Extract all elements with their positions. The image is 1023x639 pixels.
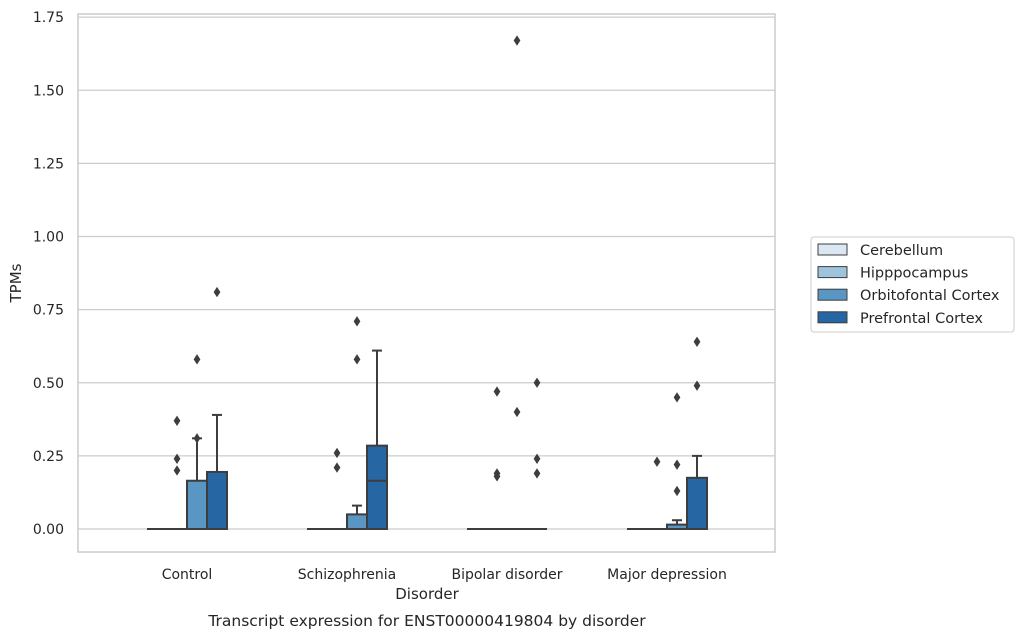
outlier-point <box>173 465 181 476</box>
x-axis-ticks: Control Schizophrenia Bipolar disorder Majo… <box>162 567 727 583</box>
legend-items: Cerebellum Hipppocampus Orbitofontal Corte… <box>817 243 1000 327</box>
legend-label: Orbitofontal Cortex <box>860 288 1000 304</box>
box-prefrontal-cortex <box>366 349 388 531</box>
y-tick-label: 1.00 <box>33 230 64 246</box>
outlier-point <box>333 447 341 459</box>
outlier-point <box>333 462 341 473</box>
x-tick-label: Bipolar disorder <box>451 567 562 583</box>
x-tick-label: Major depression <box>607 567 727 583</box>
y-tick-label: 1.75 <box>33 10 64 26</box>
outlier-point <box>513 35 521 46</box>
box-body <box>346 513 368 530</box>
plot-frame <box>77 13 776 553</box>
y-tick-label: 0.75 <box>33 303 64 319</box>
box-body <box>206 470 228 530</box>
y-tick-label: 0.50 <box>33 376 64 392</box>
gridlines <box>78 16 775 530</box>
y-tick-label: 0.25 <box>33 449 64 465</box>
box-orbitofontal-cortex <box>666 519 688 530</box>
outlier-point <box>673 392 681 403</box>
y-tick-label: 0.00 <box>33 522 64 538</box>
box-prefrontal-cortex <box>206 413 228 530</box>
outlier-point <box>533 453 541 464</box>
outlier-point <box>173 453 181 464</box>
outlier-point <box>653 456 661 467</box>
outlier-point <box>693 336 701 347</box>
legend-swatch <box>817 243 848 256</box>
boxes <box>147 349 708 531</box>
box-body <box>186 479 208 530</box>
chart-caption: Transcript expression for ENST0000041980… <box>207 612 646 630</box>
outlier-point <box>493 471 501 482</box>
outlier-point <box>693 380 701 391</box>
plot-background <box>78 14 775 552</box>
legend-label: Cerebellum <box>860 243 943 259</box>
legend-swatch <box>817 311 848 324</box>
outlier-point <box>193 354 201 365</box>
y-tick-label: 1.50 <box>33 83 64 99</box>
outlier-point <box>213 286 221 298</box>
legend-label: Hipppocampus <box>860 266 968 282</box>
outlier-point <box>193 433 201 444</box>
box-body <box>366 444 388 531</box>
x-axis-title: Disorder <box>395 585 459 603</box>
x-tick-label: Schizophrenia <box>298 567 396 583</box>
x-tick-label: Control <box>162 567 213 583</box>
outliers <box>173 35 701 497</box>
outlier-point <box>533 468 541 479</box>
y-axis-title: TPMs <box>7 263 25 303</box>
legend-frame <box>810 236 1015 333</box>
box-body <box>686 476 708 530</box>
legend: Cerebellum Hipppocampus Orbitofontal Corte… <box>810 236 1015 333</box>
outlier-point <box>673 459 681 470</box>
legend-swatch <box>817 266 848 279</box>
outlier-point <box>673 485 681 497</box>
outlier-point <box>493 386 501 397</box>
outlier-point <box>513 406 521 418</box>
legend-swatch <box>817 288 848 301</box>
box-prefrontal-cortex <box>686 454 708 530</box>
outlier-point <box>173 415 181 426</box>
outlier-point <box>353 316 361 327</box>
outlier-point <box>533 377 541 388</box>
outlier-point <box>353 354 361 365</box>
y-tick-label: 1.25 <box>33 156 64 172</box>
legend-label: Prefrontal Cortex <box>860 311 983 327</box>
y-axis-ticks: 0.00 0.25 0.50 0.75 1.00 1.25 1.50 1.75 <box>33 10 64 538</box>
